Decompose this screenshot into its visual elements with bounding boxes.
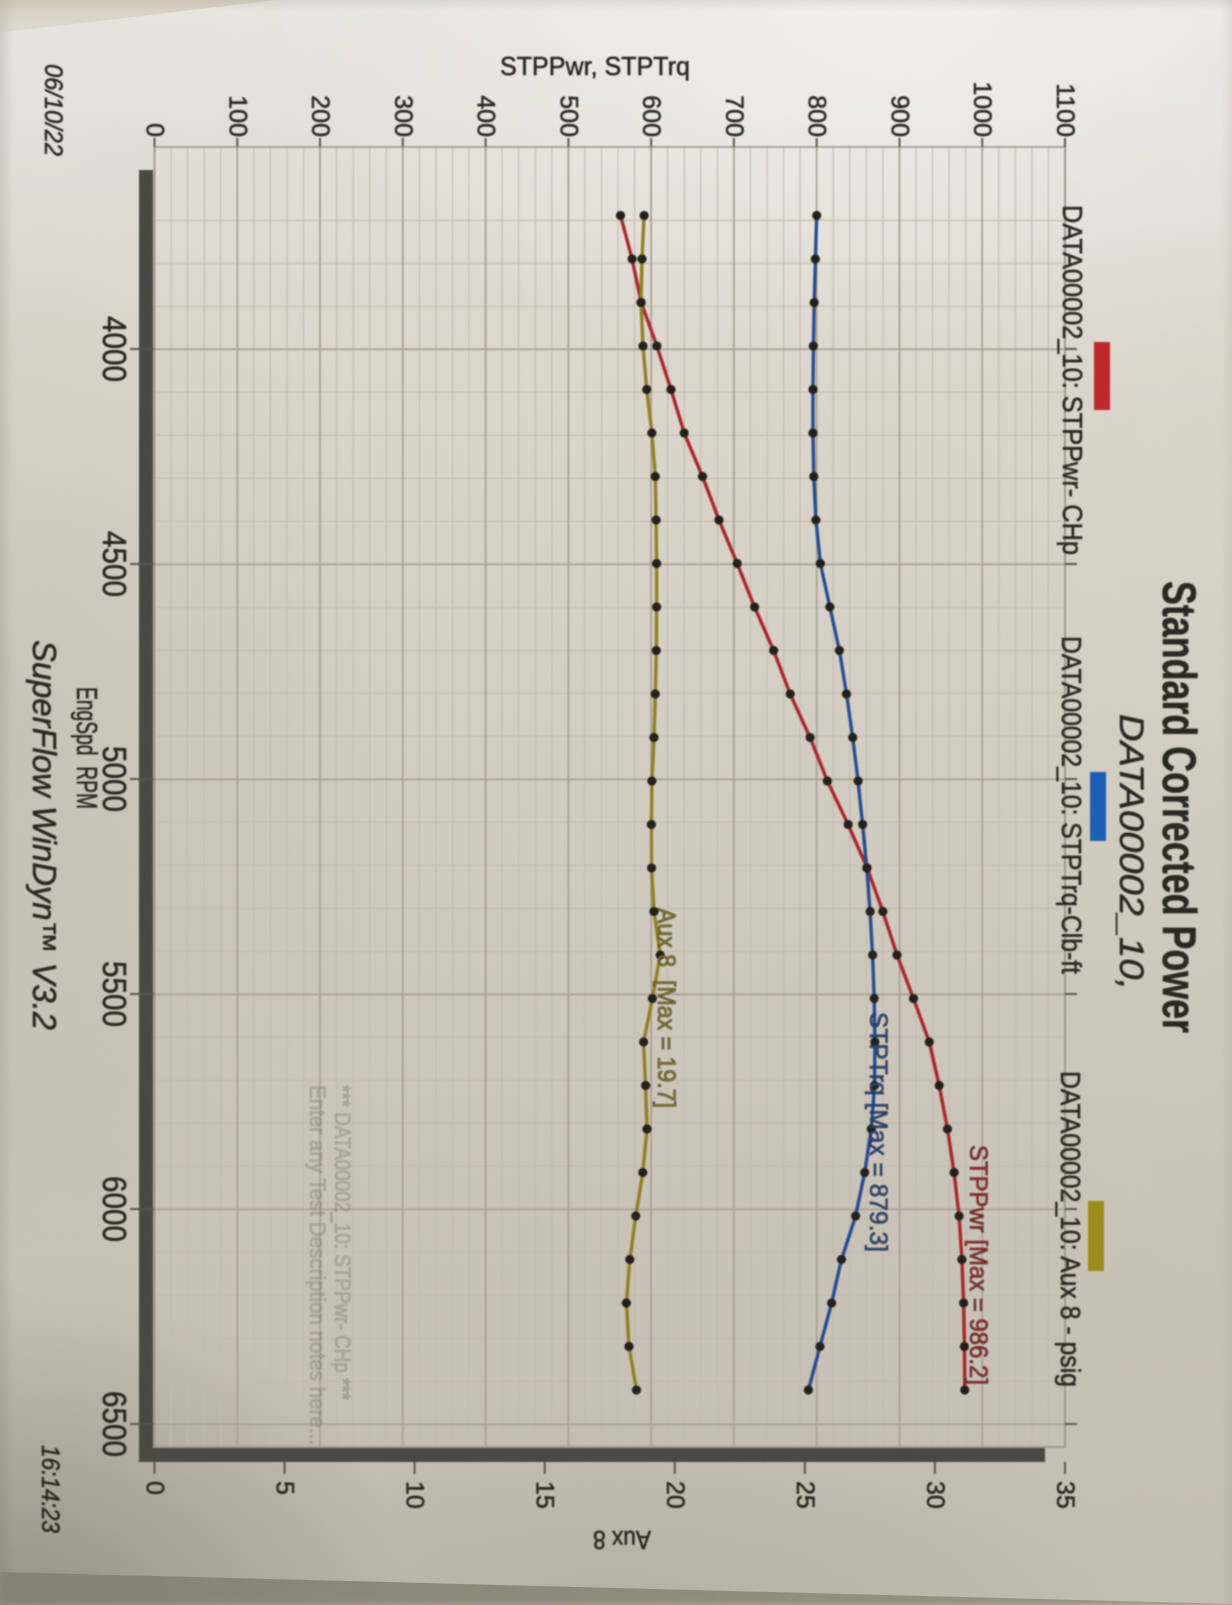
- svg-text:500: 500: [554, 95, 582, 137]
- svg-text:DATA00002_10: Aux 8 - psig: DATA00002_10: Aux 8 - psig: [1055, 1071, 1086, 1387]
- svg-text:Standard Corrected Power: Standard Corrected Power: [1153, 581, 1206, 1033]
- svg-text:600: 600: [637, 95, 665, 137]
- svg-text:900: 900: [886, 95, 914, 137]
- svg-text:16:14:23: 16:14:23: [36, 1445, 64, 1533]
- svg-text:Enter any Test Description not: Enter any Test Description notes here...: [305, 1085, 330, 1445]
- svg-text:DATA00002_10: STPTrq-Clb-ft: DATA00002_10: STPTrq-Clb-ft: [1056, 636, 1087, 974]
- svg-text:1100: 1100: [1051, 83, 1079, 137]
- svg-text:DATA00002_10,: DATA00002_10,: [1112, 714, 1150, 990]
- svg-text:4000: 4000: [96, 316, 133, 382]
- svg-text:800: 800: [803, 95, 831, 137]
- svg-text:STPPwr, STPTrq: STPPwr, STPTrq: [500, 51, 690, 81]
- svg-text:0: 0: [141, 1481, 169, 1495]
- svg-text:1000: 1000: [968, 81, 996, 137]
- svg-text:6000: 6000: [96, 1176, 133, 1242]
- svg-text:700: 700: [720, 95, 748, 137]
- svg-text:5500: 5500: [96, 961, 133, 1027]
- svg-text:DATA00002_10: STPPwr- CHp: DATA00002_10: STPPwr- CHp: [1057, 205, 1088, 555]
- svg-text:400: 400: [472, 95, 500, 137]
- svg-text:SuperFlow WinDyn™ V3.2: SuperFlow WinDyn™ V3.2: [26, 640, 63, 1030]
- svg-text:20: 20: [661, 1481, 689, 1509]
- svg-text:Aux 8 [Max = 19.7]: Aux 8 [Max = 19.7]: [652, 908, 680, 1108]
- svg-text:35: 35: [1051, 1481, 1079, 1509]
- svg-text:STPTrq [Max = 879.3]: STPTrq [Max = 879.3]: [864, 1012, 892, 1252]
- svg-text:5: 5: [271, 1481, 299, 1495]
- svg-text:100: 100: [223, 95, 251, 137]
- svg-text:06/10/22: 06/10/22: [39, 64, 67, 156]
- svg-text:Aux 8: Aux 8: [593, 1525, 651, 1555]
- svg-text:0: 0: [141, 123, 169, 137]
- svg-text:STPPwr [Max = 986.2]: STPPwr [Max = 986.2]: [964, 1145, 992, 1385]
- svg-text:6500: 6500: [96, 1391, 133, 1457]
- svg-text:300: 300: [389, 95, 417, 137]
- svg-text:30: 30: [921, 1481, 949, 1509]
- svg-text:10: 10: [401, 1481, 429, 1509]
- svg-text:15: 15: [531, 1481, 559, 1509]
- svg-text:4500: 4500: [96, 531, 133, 597]
- svg-text:EngSpd RPM: EngSpd RPM: [70, 687, 102, 809]
- svg-text:25: 25: [791, 1481, 819, 1509]
- svg-text:200: 200: [306, 95, 334, 137]
- svg-text:*** DATA00002_10: STPPwr- CHp: *** DATA00002_10: STPPwr- CHp ***: [330, 1085, 355, 1400]
